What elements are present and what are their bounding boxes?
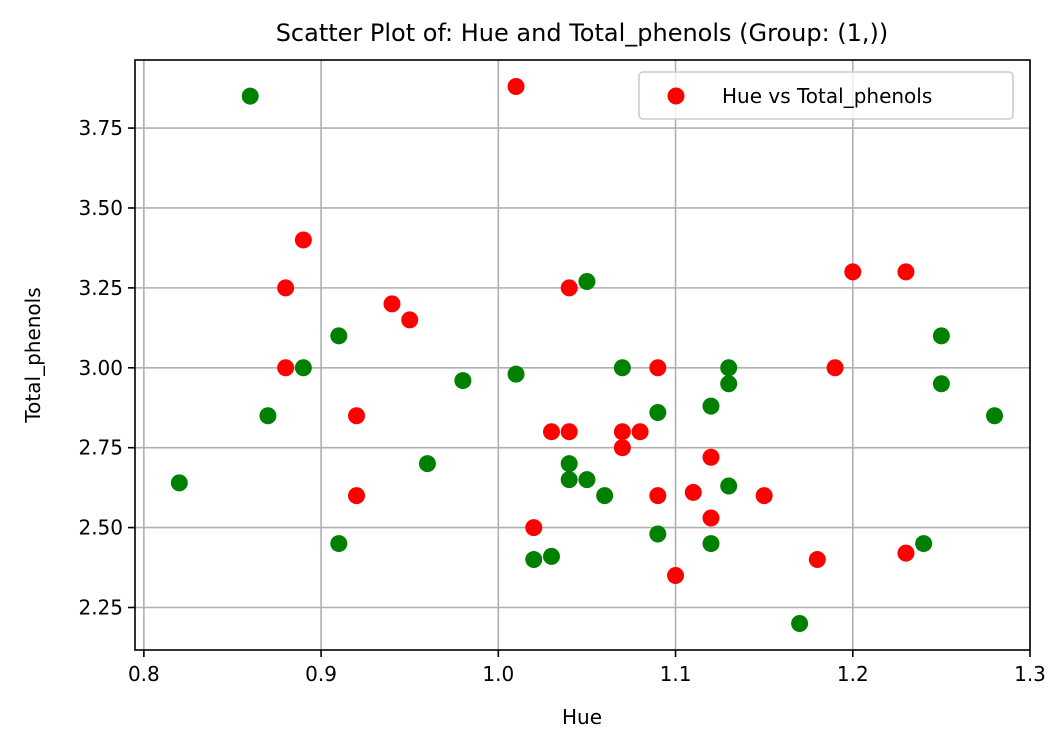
data-point <box>330 535 348 553</box>
y-axis-label: Total_phenols <box>21 287 45 423</box>
data-point <box>702 535 720 553</box>
data-point <box>542 547 560 565</box>
x-tick-label: 1.2 <box>837 662 869 686</box>
data-point <box>348 487 366 505</box>
data-point <box>542 423 560 441</box>
data-point <box>578 272 596 290</box>
x-tick-label: 0.8 <box>128 662 160 686</box>
data-point <box>525 519 543 537</box>
data-point <box>259 407 277 425</box>
data-point <box>401 311 419 329</box>
chart-title: Scatter Plot of: Hue and Total_phenols (… <box>276 19 889 47</box>
data-point <box>667 567 685 585</box>
y-tick-label: 3.25 <box>78 276 123 300</box>
data-point <box>596 487 614 505</box>
data-point <box>808 551 826 569</box>
data-point <box>844 263 862 281</box>
x-tick-label: 1.3 <box>1014 662 1046 686</box>
data-point <box>720 359 738 377</box>
data-point <box>649 359 667 377</box>
data-point <box>755 487 773 505</box>
data-point <box>897 544 915 562</box>
data-point <box>932 375 950 393</box>
y-axis-ticks: 2.25 2.50 2.75 3.00 3.25 3.50 3.75 <box>78 116 135 619</box>
data-point <box>932 327 950 345</box>
data-point <box>241 87 259 105</box>
data-point <box>507 78 525 96</box>
data-point <box>383 295 401 313</box>
x-axis-ticks: 0.8 0.9 1.0 1.1 1.2 1.3 <box>128 650 1046 686</box>
data-point <box>702 509 720 527</box>
data-point <box>791 614 809 632</box>
data-point <box>702 397 720 415</box>
data-point <box>294 231 312 249</box>
data-point <box>560 423 578 441</box>
y-tick-label: 3.75 <box>78 116 123 140</box>
data-point <box>720 477 738 495</box>
data-point <box>348 407 366 425</box>
y-tick-label: 3.00 <box>78 356 123 380</box>
data-point <box>294 359 312 377</box>
data-point <box>507 365 525 383</box>
x-axis-label: Hue <box>562 705 602 729</box>
legend-box <box>638 71 1014 120</box>
x-tick-label: 1.1 <box>660 662 692 686</box>
data-point <box>277 359 295 377</box>
data-point <box>684 483 702 501</box>
data-point <box>613 439 631 457</box>
y-tick-label: 2.25 <box>78 595 123 619</box>
data-point <box>631 423 649 441</box>
y-tick-label: 2.75 <box>78 436 123 460</box>
data-point <box>330 327 348 345</box>
data-point <box>560 471 578 489</box>
data-point <box>560 279 578 297</box>
data-point <box>525 551 543 569</box>
data-point <box>613 423 631 441</box>
x-tick-label: 1.0 <box>482 662 514 686</box>
data-point <box>613 359 631 377</box>
y-tick-label: 3.50 <box>78 196 123 220</box>
data-point <box>649 525 667 543</box>
y-tick-label: 2.50 <box>78 516 123 540</box>
legend-marker <box>667 87 685 105</box>
data-point <box>170 474 188 492</box>
data-point <box>560 455 578 473</box>
data-point <box>649 404 667 422</box>
data-point <box>986 407 1004 425</box>
data-points <box>170 78 1004 632</box>
data-point <box>454 372 472 390</box>
data-point <box>826 359 844 377</box>
legend-label: Hue vs Total_phenols <box>722 84 932 108</box>
data-point <box>915 535 933 553</box>
data-point <box>720 375 738 393</box>
data-point <box>702 448 720 466</box>
data-point <box>277 279 295 297</box>
x-tick-label: 0.9 <box>305 662 337 686</box>
data-point <box>649 487 667 505</box>
plot-frame <box>134 59 1031 651</box>
data-point <box>578 471 596 489</box>
legend: Hue vs Total_phenols <box>638 71 1014 120</box>
data-point <box>897 263 915 281</box>
data-point <box>418 455 436 473</box>
